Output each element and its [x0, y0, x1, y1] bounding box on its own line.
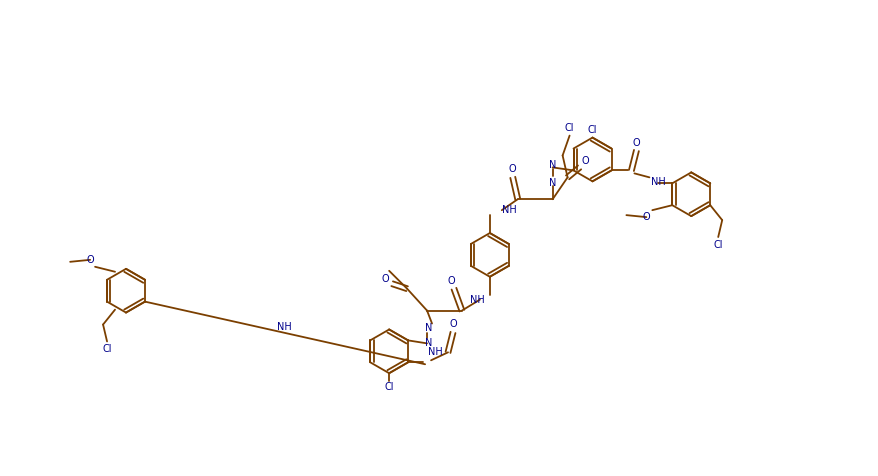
Text: O: O [381, 274, 389, 284]
Text: O: O [508, 164, 516, 174]
Text: O: O [642, 212, 650, 222]
Text: NH: NH [277, 322, 291, 332]
Text: Cl: Cl [384, 382, 393, 392]
Text: O: O [86, 255, 94, 265]
Text: N: N [425, 338, 432, 348]
Text: NH: NH [501, 205, 516, 215]
Text: Cl: Cl [713, 240, 722, 250]
Text: NH: NH [428, 347, 443, 357]
Text: O: O [632, 138, 639, 148]
Text: Cl: Cl [102, 345, 112, 355]
Text: Cl: Cl [565, 123, 573, 133]
Text: NH: NH [470, 295, 485, 305]
Text: N: N [549, 178, 556, 188]
Text: N: N [549, 160, 556, 170]
Text: O: O [581, 157, 588, 167]
Text: O: O [449, 319, 457, 329]
Text: Cl: Cl [587, 125, 596, 135]
Text: N: N [425, 324, 432, 334]
Text: NH: NH [651, 178, 666, 188]
Text: O: O [447, 276, 454, 286]
